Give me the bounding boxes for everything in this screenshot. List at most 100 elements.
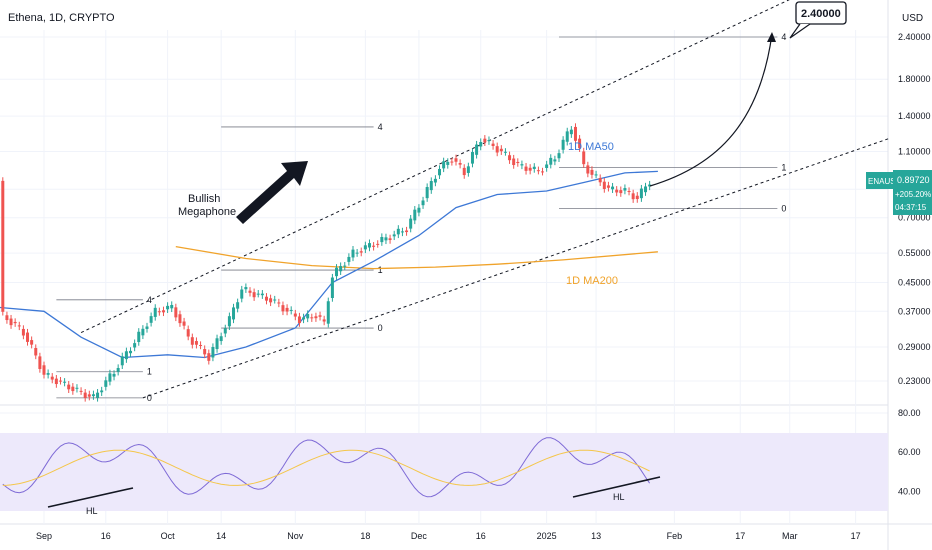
candle-body (541, 171, 545, 173)
hl-line-right (572, 476, 661, 498)
time-tick-label: 18 (360, 531, 370, 541)
candle-body (470, 152, 474, 164)
ma200-line (175, 245, 658, 270)
candle-body (13, 321, 17, 324)
candle-body (495, 146, 499, 153)
candle-body (285, 307, 289, 312)
candle-body (462, 167, 466, 176)
candle-body (631, 193, 635, 200)
candle-body (330, 277, 334, 299)
projection-arrowhead (767, 32, 776, 42)
candle-body (491, 143, 495, 147)
candle-body (487, 140, 491, 142)
candle-body (565, 131, 569, 142)
last-price-change: +205.20% (895, 190, 931, 199)
candle-body (532, 166, 536, 169)
candle-body (479, 142, 483, 147)
candle-body (260, 293, 264, 296)
candle-body (573, 126, 577, 141)
candle-body (50, 376, 54, 380)
last-price-tag (893, 170, 932, 215)
price-tick-label: 0.70000 (898, 213, 931, 223)
candle-body (512, 158, 516, 166)
last-price-symbol: ENAUSD (868, 177, 902, 186)
candle-body (1, 180, 5, 312)
last-price-countdown: 04:37:15 (895, 203, 927, 212)
price-tick-label: 0.45000 (898, 278, 931, 288)
candle-body (293, 313, 297, 317)
bullish-arrow (236, 161, 308, 224)
candle-body (306, 314, 310, 319)
candle-body (17, 325, 21, 327)
candle-body (203, 349, 207, 355)
candle-body (606, 185, 610, 188)
candle-body (297, 316, 301, 324)
candle-body (524, 166, 528, 171)
candle-body (100, 390, 104, 393)
candle-body (499, 148, 503, 152)
candle-body (232, 307, 236, 320)
candle-body (310, 317, 314, 319)
candle-body (112, 373, 116, 377)
candle-body (236, 302, 240, 309)
time-tick-label: Feb (667, 531, 683, 541)
candle-body (450, 161, 454, 163)
candle-body (174, 307, 178, 318)
time-tick-label: Nov (287, 531, 304, 541)
candle-body (9, 318, 13, 326)
megaphone-boundary (80, 0, 790, 334)
candle-body (227, 316, 231, 327)
candle-body (425, 187, 429, 199)
candle-body (598, 178, 602, 183)
hl-left-label: HL (86, 506, 98, 516)
candle-body (256, 293, 260, 295)
time-tick-label: Mar (782, 531, 798, 541)
candle-body (483, 138, 487, 143)
candle-body (96, 392, 100, 398)
candle-body (264, 296, 268, 301)
candle-body (91, 394, 95, 397)
candle-body (611, 186, 615, 190)
price-tick-label: 0.55000 (898, 248, 931, 258)
time-tick-label: 14 (216, 531, 226, 541)
candle-body (223, 328, 227, 334)
candle-body (417, 207, 421, 213)
candle-body (388, 238, 392, 241)
candle-body (141, 328, 145, 336)
candle-body (528, 167, 532, 171)
candle-body (549, 157, 553, 165)
rsi-tick-label: 60.00 (898, 447, 921, 457)
candle-body (627, 190, 631, 192)
candle-body (244, 287, 248, 290)
candle-body (149, 316, 153, 323)
bullish-megaphone-channel (80, 0, 889, 399)
candle-body (153, 307, 157, 317)
fib-level-label: 1 (147, 367, 152, 377)
rsi-tick-label: 80.00 (898, 408, 921, 418)
candle-body (405, 230, 409, 233)
candle-body (215, 338, 219, 350)
target-callout-box (795, 1, 847, 25)
candle-body (30, 340, 34, 345)
candle-body (553, 159, 557, 162)
candle-body (248, 290, 252, 293)
candle-body (289, 309, 293, 311)
candle-body (207, 353, 211, 361)
candle-body (124, 351, 128, 360)
candle-body (133, 343, 137, 348)
candle-body (475, 144, 479, 155)
candle-body (269, 298, 273, 303)
candle-body (602, 181, 606, 189)
time-tick-label: 16 (101, 531, 111, 541)
candle-body (545, 164, 549, 169)
candle-body (384, 237, 388, 241)
rsi-ma-line (2, 449, 650, 486)
price-tick-label: 0.29000 (898, 342, 931, 352)
candle-body (433, 178, 437, 183)
rsi-line (2, 437, 651, 498)
candle-body (104, 380, 108, 387)
time-axis: Sep 16 Oct 14 Nov 18 Dec 16 2025 13 Feb 17 Mar 17 (36, 531, 861, 541)
candle-body (129, 350, 133, 354)
candle-body (120, 356, 124, 366)
